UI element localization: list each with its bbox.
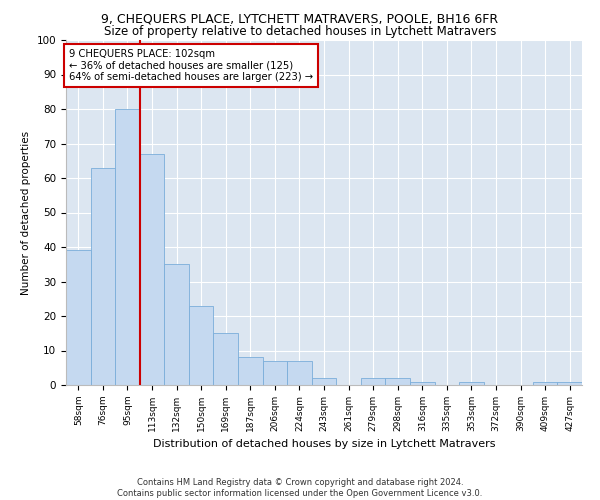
Bar (189, 306, 214, 385)
Bar (557, 382, 582, 385)
Bar (385, 378, 410, 385)
Bar (115, 109, 140, 385)
X-axis label: Distribution of detached houses by size in Lytchett Matravers: Distribution of detached houses by size … (153, 440, 495, 450)
Bar (533, 382, 557, 385)
Bar (263, 361, 287, 385)
Text: 9, CHEQUERS PLACE, LYTCHETT MATRAVERS, POOLE, BH16 6FR: 9, CHEQUERS PLACE, LYTCHETT MATRAVERS, P… (101, 12, 499, 26)
Bar (410, 382, 434, 385)
Bar (459, 382, 484, 385)
Bar (140, 154, 164, 385)
Y-axis label: Number of detached properties: Number of detached properties (21, 130, 31, 294)
Bar (238, 358, 263, 385)
Text: 9 CHEQUERS PLACE: 102sqm
← 36% of detached houses are smaller (125)
64% of semi-: 9 CHEQUERS PLACE: 102sqm ← 36% of detach… (68, 48, 313, 82)
Bar (361, 378, 385, 385)
Text: Contains HM Land Registry data © Crown copyright and database right 2024.
Contai: Contains HM Land Registry data © Crown c… (118, 478, 482, 498)
Bar (214, 333, 238, 385)
Bar (312, 378, 336, 385)
Text: Size of property relative to detached houses in Lytchett Matravers: Size of property relative to detached ho… (104, 25, 496, 38)
Bar (66, 250, 91, 385)
Bar (91, 168, 115, 385)
Bar (287, 361, 312, 385)
Bar (164, 264, 189, 385)
